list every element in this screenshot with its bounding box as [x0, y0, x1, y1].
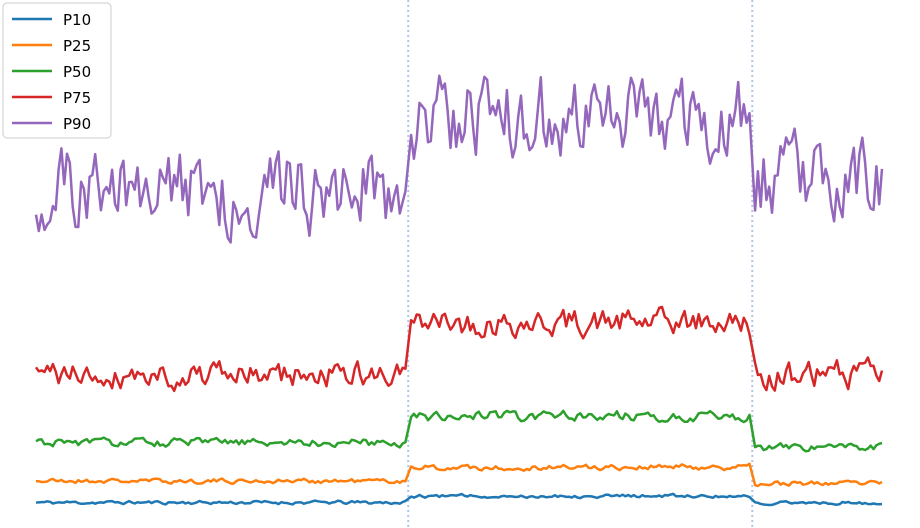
series-line-p50: [35, 409, 883, 453]
series-line-p25: [36, 462, 883, 488]
legend-box: [2, 2, 112, 139]
regime-change-lines: [407, 0, 754, 528]
series-line-p90: [34, 74, 884, 244]
series-line-p10: [35, 492, 883, 507]
legend-label-p50: P50: [63, 63, 91, 81]
legend-label-p25: P25: [63, 37, 91, 55]
legend-label-p10: P10: [63, 11, 91, 29]
series-line-p75: [34, 305, 884, 393]
series-lines: [34, 74, 884, 507]
legend-label-p90: P90: [63, 115, 91, 133]
legend-label-p75: P75: [63, 89, 91, 107]
legend: P10 P25 P50 P75 P90: [2, 2, 112, 139]
